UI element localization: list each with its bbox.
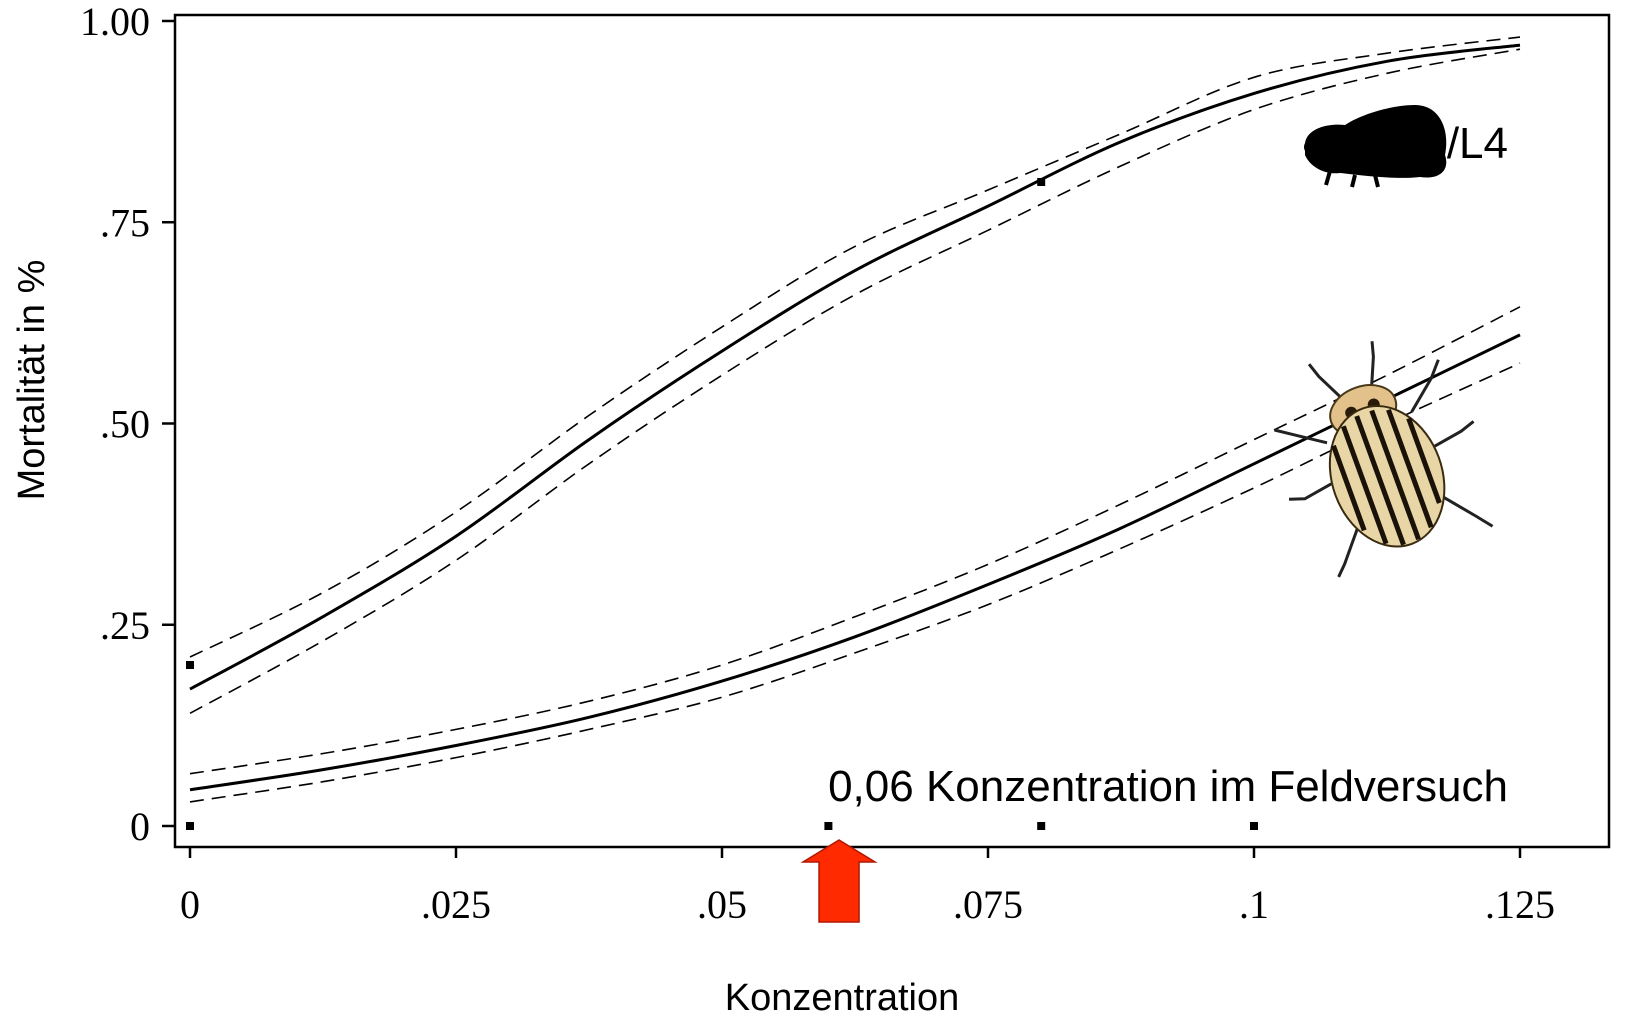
series-2-upper-ci [189, 306, 1521, 775]
x-tick-label: .05 [697, 882, 747, 927]
y-axis-title: Mortalität in % [11, 260, 53, 501]
x-tick-label: .125 [1485, 882, 1555, 927]
field-concentration-arrow [800, 839, 878, 923]
y-tick-label: 1.00 [80, 0, 150, 44]
axis-ticks: 0 .025 .05 .075 .1 .125 0 .25 .50 .75 1.00 [80, 0, 1555, 927]
larva-icon [1304, 105, 1447, 188]
y-tick-label: .25 [100, 603, 150, 648]
series-2-lower-ci [189, 362, 1521, 803]
field-concentration-note: 0,06 Konzentration im Feldversuch [828, 762, 1508, 811]
observation-point [186, 822, 194, 830]
series-1-fit-line [189, 43, 1521, 691]
observation-point [824, 822, 833, 830]
x-axis-title: Konzentration [725, 977, 960, 1019]
y-tick-label: 0 [130, 804, 150, 849]
series-1-upper-ci [189, 36, 1521, 658]
observation-point [186, 661, 194, 669]
observation-point [1037, 178, 1046, 186]
observation-point [1250, 822, 1258, 830]
observation-points [186, 178, 1258, 830]
y-tick-label: .50 [100, 402, 150, 447]
x-tick-label: .1 [1239, 882, 1269, 927]
x-tick-label: .075 [953, 882, 1023, 927]
series-1-lower-ci [189, 48, 1521, 715]
x-tick-label: .025 [421, 882, 491, 927]
y-tick-label: .75 [100, 200, 150, 245]
fit-curves [189, 36, 1521, 803]
observation-point [1037, 822, 1046, 830]
larva-label: L3/L4 [1398, 119, 1508, 168]
beetle-icon [1274, 341, 1494, 578]
x-tick-label: 0 [180, 882, 200, 927]
